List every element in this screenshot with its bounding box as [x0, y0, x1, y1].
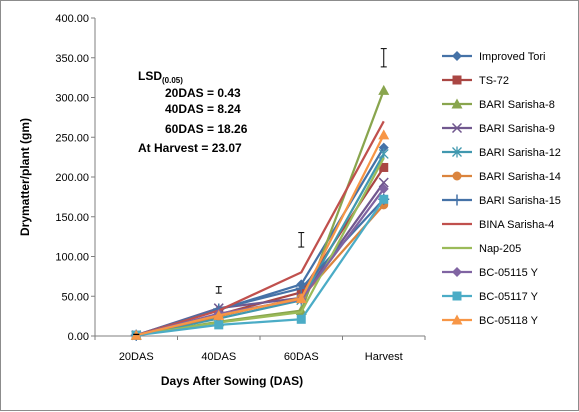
y-tick-label: 300.00	[55, 93, 89, 105]
legend-item-improved-tori: Improved Tori	[442, 51, 545, 63]
y-tick-label: 350.00	[55, 53, 89, 65]
x-ticks: 20DAS 40DAS 60DAS Harvest	[95, 336, 425, 363]
data-point	[214, 320, 223, 329]
series-line	[136, 183, 384, 336]
lsd-line-harvest: At Harvest = 23.07	[138, 141, 242, 155]
legend-label: BC-05118 Y	[479, 315, 539, 327]
lsd-annotation: LSD(0.05) 20DAS = 0.43 40DAS = 8.24 60DA…	[138, 69, 248, 155]
legend-label: Nap-205	[479, 243, 521, 255]
x-tick-label: 20DAS	[119, 351, 154, 363]
error-bar	[298, 233, 304, 247]
data-point	[297, 315, 306, 324]
y-tick-label: 100.00	[55, 252, 89, 264]
legend-swatch-marker	[452, 267, 462, 277]
legend-item-nap-205: Nap-205	[442, 243, 521, 255]
x-tick-label: 60DAS	[284, 351, 319, 363]
legend-item-bc-05117-y: BC-05117 Y	[442, 291, 539, 303]
legend-item-bari-sarisha-8: BARI Sarisha-8	[442, 99, 555, 112]
data-point	[378, 85, 389, 95]
legend-swatch-marker	[453, 292, 462, 301]
lsd-line-60das: 60DAS = 18.26	[165, 122, 248, 136]
legend-label: BARI Sarisha-8	[479, 99, 555, 111]
x-tick-label: Harvest	[365, 351, 403, 363]
legend-label: TS-72	[479, 75, 509, 87]
y-tick-label: 0.00	[68, 331, 89, 343]
legend: Improved Tori TS-72 BARI Sarisha-8 BARI Sar…	[442, 51, 561, 327]
legend-label: BARI Sarisha-14	[479, 171, 561, 183]
legend-swatch-marker	[453, 172, 462, 181]
x-tick-label: 40DAS	[201, 351, 236, 363]
legend-swatch-marker	[453, 76, 462, 85]
y-tick-label: 400.00	[55, 13, 89, 25]
error-bar	[216, 287, 222, 294]
legend-label: BARI Sarisha-9	[479, 123, 555, 135]
legend-label: BC-05115 Y	[479, 267, 539, 279]
axes	[95, 18, 425, 336]
y-axis-title: Drymatter/plant (gm)	[18, 118, 32, 236]
legend-item-bc-05118-y: BC-05118 Y	[442, 315, 539, 328]
error-bar	[381, 49, 387, 67]
legend-item-ts-72: TS-72	[442, 75, 509, 87]
data-point	[378, 129, 389, 139]
legend-label: BARI Sarisha-15	[479, 195, 561, 207]
lsd-heading: LSD(0.05)	[138, 69, 183, 85]
legend-swatch-marker	[452, 195, 463, 206]
y-tick-label: 200.00	[55, 172, 89, 184]
legend-item-bc-05115-y: BC-05115 Y	[442, 267, 539, 279]
y-ticks: 0.00 50.00 100.00 150.00 200.00 250.00 300.00 3…	[55, 13, 95, 343]
x-axis-title: Days After Sowing (DAS)	[161, 374, 303, 388]
lsd-line-40das: 40DAS = 8.24	[165, 102, 241, 116]
legend-label: Improved Tori	[479, 51, 545, 63]
legend-item-bari-sarisha-9: BARI Sarisha-9	[442, 123, 555, 135]
legend-label: BC-05117 Y	[479, 291, 539, 303]
legend-label: BINA Sarisha-4	[479, 219, 554, 231]
lsd-line-20das: 20DAS = 0.43	[165, 86, 241, 100]
legend-item-bari-sarisha-15: BARI Sarisha-15	[442, 195, 561, 208]
legend-item-bari-sarisha-14: BARI Sarisha-14	[442, 171, 561, 183]
legend-label: BARI Sarisha-12	[479, 147, 561, 159]
y-tick-label: 50.00	[61, 291, 89, 303]
legend-item-bina-sarisha-4: BINA Sarisha-4	[442, 219, 554, 231]
data-point	[379, 195, 388, 204]
y-tick-label: 150.00	[55, 212, 89, 224]
y-tick-label: 250.00	[55, 132, 89, 144]
series-ts-72	[132, 163, 389, 340]
legend-item-bari-sarisha-12: BARI Sarisha-12	[442, 147, 561, 160]
legend-swatch-marker	[452, 51, 462, 61]
